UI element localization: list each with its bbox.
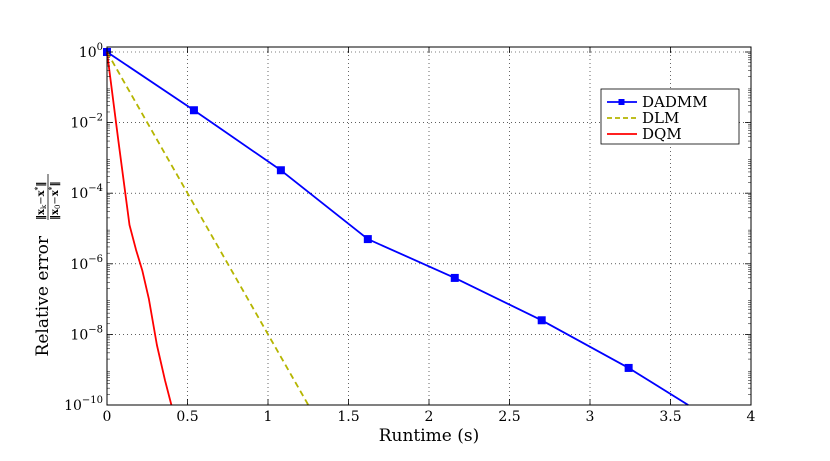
x-tick-label: 1.5 [337, 409, 359, 425]
y-label-numerator: ‖xk−x*‖ [33, 182, 48, 220]
legend-marker-dadmm [618, 99, 625, 105]
y-axis-label-fraction: ‖xk−x*‖ ‖x0−x*‖ [33, 174, 62, 220]
series-line-dlm [106, 51, 310, 406]
y-label-num-sub: k [40, 204, 48, 209]
series-line-dadmm [106, 51, 689, 406]
y-label-num-minus: − [36, 196, 47, 204]
data-point-dadmm [537, 316, 546, 325]
y-label-num-norm-left: ‖ [36, 215, 47, 220]
y-axis-label-prefix: Relative error [33, 235, 53, 356]
y-label-den-norm-left: ‖ [50, 215, 61, 220]
y-label-denominator: ‖x0−x*‖ [47, 182, 62, 220]
y-tick-label: 10−8 [70, 324, 103, 343]
x-axis-label: Runtime (s) [379, 426, 480, 446]
y-label-den-star: * [47, 186, 56, 190]
data-point-dadmm [189, 106, 198, 115]
y-label-den-xstar: x [50, 189, 61, 196]
y-tick-label: 100 [79, 42, 103, 61]
data-point-dadmm [624, 363, 633, 372]
legend-label-dlm: DLM [642, 109, 679, 127]
y-label-num-xstar: x [36, 189, 47, 196]
series-line-dqm [106, 51, 173, 406]
y-tick-label: 10−4 [70, 183, 103, 202]
y-label-den-minus: − [50, 196, 61, 204]
x-tick-label: 0.5 [176, 409, 198, 425]
y-axis-label: Relative error ‖xk−x*‖ ‖x0−x*‖ [33, 174, 62, 356]
y-tick-label: 10−2 [70, 113, 103, 132]
y-label-den-x: x [50, 208, 61, 215]
x-tick-label: 0 [103, 409, 112, 425]
series-lines [103, 48, 689, 406]
y-label-num-x: x [36, 208, 47, 215]
series-dqm [106, 51, 173, 406]
x-tick-label: 1 [264, 409, 273, 425]
y-label-num-star: * [33, 186, 42, 190]
y-axis-ticks: 100 10−2 10−4 10−6 10−8 10−10 [64, 42, 751, 414]
legend-label-dadmm: DADMM [642, 93, 708, 111]
data-point-dadmm [363, 235, 372, 244]
data-point-dadmm [276, 166, 285, 175]
x-tick-label: 3 [586, 409, 595, 425]
y-label-den-sub: 0 [54, 205, 62, 209]
series-dlm [106, 51, 310, 406]
x-tick-label: 2 [425, 409, 434, 425]
data-point-dadmm [450, 273, 459, 282]
legend-label-dqm: DQM [642, 125, 682, 143]
y-tick-label: 10−6 [70, 254, 103, 273]
y-tick-label: 10−10 [64, 395, 103, 414]
series-dadmm [103, 48, 689, 406]
x-tick-label: 3.5 [659, 409, 681, 425]
y-label-num-norm-right: ‖ [36, 182, 47, 187]
x-tick-label: 4 [747, 409, 756, 425]
x-axis-ticks: 0 0.5 1 1.5 2 2.5 3 3.5 4 [103, 47, 756, 425]
x-tick-label: 2.5 [498, 409, 520, 425]
y-label-den-norm-right: ‖ [50, 182, 61, 187]
